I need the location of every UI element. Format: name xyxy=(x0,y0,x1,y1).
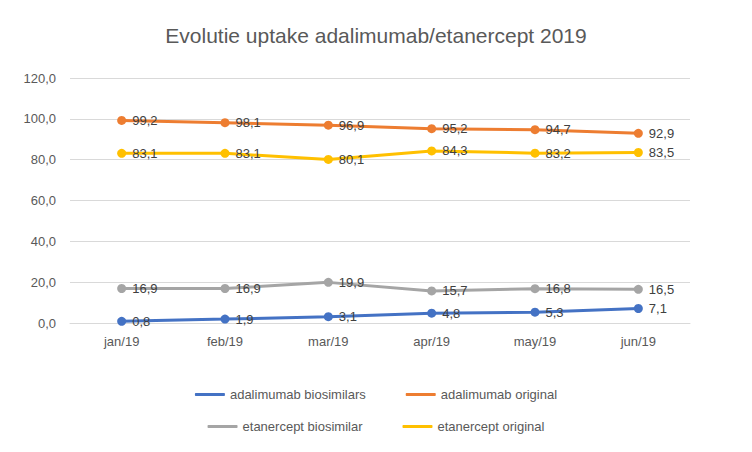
svg-text:94,7: 94,7 xyxy=(546,122,571,137)
svg-text:20,0: 20,0 xyxy=(31,275,56,290)
svg-text:apr/19: apr/19 xyxy=(413,334,450,349)
svg-text:16,5: 16,5 xyxy=(649,282,674,297)
svg-text:40,0: 40,0 xyxy=(31,234,56,249)
svg-text:83,2: 83,2 xyxy=(546,146,571,161)
svg-text:16,9: 16,9 xyxy=(132,281,157,296)
svg-text:100,0: 100,0 xyxy=(23,111,56,126)
svg-text:99,2: 99,2 xyxy=(132,113,157,128)
svg-text:83,5: 83,5 xyxy=(649,145,674,160)
svg-text:3,1: 3,1 xyxy=(339,309,357,324)
svg-text:15,7: 15,7 xyxy=(442,283,467,298)
svg-text:adalimumab biosimilars: adalimumab biosimilars xyxy=(230,387,366,402)
svg-text:92,9: 92,9 xyxy=(649,126,674,141)
svg-text:may/19: may/19 xyxy=(514,334,557,349)
svg-text:16,9: 16,9 xyxy=(236,281,261,296)
svg-text:1,9: 1,9 xyxy=(236,312,254,327)
svg-text:98,1: 98,1 xyxy=(236,115,261,130)
svg-text:Evolutie uptake adalimumab/eta: Evolutie uptake adalimumab/etanercept 20… xyxy=(165,24,586,47)
svg-text:etanercept original: etanercept original xyxy=(437,419,544,434)
svg-text:mar/19: mar/19 xyxy=(308,334,348,349)
svg-text:7,1: 7,1 xyxy=(649,301,667,316)
svg-text:83,1: 83,1 xyxy=(132,146,157,161)
svg-text:adalimumab original: adalimumab original xyxy=(441,387,557,402)
svg-text:120,0: 120,0 xyxy=(23,71,56,86)
svg-text:60,0: 60,0 xyxy=(31,193,56,208)
svg-text:jun/19: jun/19 xyxy=(620,334,656,349)
svg-text:83,1: 83,1 xyxy=(236,146,261,161)
svg-text:80,1: 80,1 xyxy=(339,152,364,167)
svg-text:feb/19: feb/19 xyxy=(207,334,243,349)
svg-text:95,2: 95,2 xyxy=(442,121,467,136)
svg-text:4,8: 4,8 xyxy=(442,306,460,321)
svg-text:5,3: 5,3 xyxy=(546,305,564,320)
svg-text:etanercept biosimilar: etanercept biosimilar xyxy=(243,419,364,434)
svg-text:16,8: 16,8 xyxy=(546,281,571,296)
svg-text:19,9: 19,9 xyxy=(339,275,364,290)
svg-text:80,0: 80,0 xyxy=(31,152,56,167)
svg-text:84,3: 84,3 xyxy=(442,143,467,158)
svg-text:96,9: 96,9 xyxy=(339,118,364,133)
svg-text:0,0: 0,0 xyxy=(38,316,56,331)
svg-text:jan/19: jan/19 xyxy=(103,334,139,349)
svg-text:0,8: 0,8 xyxy=(132,314,150,329)
